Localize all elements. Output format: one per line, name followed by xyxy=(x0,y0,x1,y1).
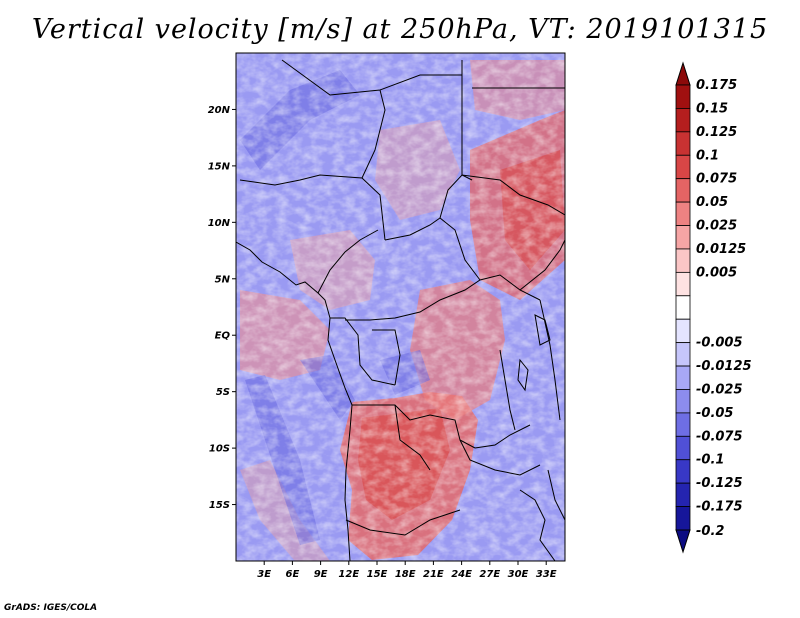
colorbar-swatch xyxy=(675,459,691,484)
colorbar-swatch xyxy=(675,435,691,461)
colorbar-swatch xyxy=(675,248,691,273)
border-line xyxy=(519,489,556,561)
border-line xyxy=(361,177,386,241)
colorbar-swatch xyxy=(675,318,691,344)
colorbar-label: -0.05 xyxy=(696,406,733,421)
footer-credit: GrADS: IGES/COLA xyxy=(4,603,98,613)
lat-tick-label: 5N xyxy=(215,274,231,285)
colorbar-swatch xyxy=(675,295,691,320)
border-line xyxy=(236,241,353,561)
border-line xyxy=(345,274,541,321)
border-line xyxy=(459,439,541,476)
colorbar-swatch xyxy=(675,178,691,203)
colorbar-swatch xyxy=(675,365,691,390)
colorbar-label: 0.0125 xyxy=(696,242,746,257)
border-line xyxy=(461,60,473,181)
colorbar-label: 0.175 xyxy=(696,78,737,93)
border-line xyxy=(345,509,461,536)
map-frame xyxy=(235,52,566,562)
border-line xyxy=(317,229,379,294)
colorbar-swatch xyxy=(675,201,691,226)
colorbar-swatch xyxy=(675,389,691,414)
colorbar-swatch xyxy=(675,342,691,367)
colorbar-label: 0.075 xyxy=(696,172,737,187)
lon-tick-label: 33E xyxy=(536,569,557,580)
lat-tick-label: 5S xyxy=(216,387,230,398)
colorbar-label: -0.2 xyxy=(696,524,724,539)
lon-tick-label: 6E xyxy=(286,569,300,580)
colorbar-swatch xyxy=(675,506,691,531)
border-line xyxy=(394,404,431,471)
colorbar-swatch xyxy=(675,225,691,250)
colorbar-label: 0.125 xyxy=(696,125,737,140)
lon-tick-label: 30E xyxy=(508,569,529,580)
small-scale-texture xyxy=(236,53,565,561)
latitude-axis: 20N 15N 10N 5N EQ 5S 10S 15S xyxy=(208,105,236,511)
border-line xyxy=(474,424,531,449)
colorbar-bottom-arrow xyxy=(675,529,691,554)
border-line xyxy=(517,358,529,392)
colorbar-swatch xyxy=(675,131,691,156)
map-panel xyxy=(236,53,565,561)
colorbar-label: -0.1 xyxy=(696,453,724,468)
border-line xyxy=(239,174,363,186)
colorbar-label: 0.025 xyxy=(696,219,737,234)
colorbar-label: -0.175 xyxy=(696,500,743,515)
colorbar-swatch xyxy=(675,84,691,109)
colorbar-swatch xyxy=(675,412,691,437)
lon-tick-label: 24E xyxy=(451,569,472,580)
lon-tick-label: 12E xyxy=(338,569,359,580)
colorbar: 0.175 0.15 0.125 0.1 0.075 0.05 0.025 0.0125 0.0… xyxy=(675,61,752,554)
colorbar-label: -0.005 xyxy=(696,336,743,351)
lon-tick-label: 15E xyxy=(367,569,388,580)
lon-tick-label: 18E xyxy=(395,569,416,580)
lon-tick-label: 3E xyxy=(257,569,271,580)
lon-tick-label: 21E xyxy=(423,569,444,580)
country-borders xyxy=(236,59,565,561)
lat-tick-label: 10S xyxy=(209,444,230,455)
lat-tick-label: 20N xyxy=(208,105,231,116)
lon-tick-label: 9E xyxy=(314,569,328,580)
colorbar-label: 0.15 xyxy=(696,101,728,116)
border-line xyxy=(519,239,565,291)
colorbar-label: 0.1 xyxy=(696,148,719,163)
colorbar-swatch xyxy=(675,108,691,133)
lat-tick-label: 15N xyxy=(208,161,231,172)
colorbar-label: -0.025 xyxy=(696,382,743,397)
colorbar-swatch xyxy=(675,271,691,297)
lon-tick-label: 27E xyxy=(479,569,500,580)
plot-title: Vertical velocity [m/s] at 250hPa, VT: 2… xyxy=(31,14,769,45)
longitude-axis: 3E 6E 9E 12E 15E 18E 21E 24E 27E 30E 33E xyxy=(257,561,557,580)
lat-tick-label: EQ xyxy=(215,331,231,342)
lat-tick-label: 15S xyxy=(209,500,230,511)
colorbar-label: 0.005 xyxy=(696,265,737,280)
colorbar-top-arrow xyxy=(675,61,691,86)
border-line xyxy=(361,89,386,179)
border-line xyxy=(534,314,551,346)
lat-tick-label: 10N xyxy=(208,218,231,229)
colorbar-label: -0.125 xyxy=(696,476,743,491)
colorbar-swatch xyxy=(675,154,691,180)
border-line xyxy=(330,317,396,386)
border-line xyxy=(547,469,565,521)
border-line xyxy=(439,174,565,219)
colorbar-label: 0.05 xyxy=(696,195,728,210)
border-line xyxy=(499,349,516,431)
colorbar-label: -0.0125 xyxy=(696,359,752,374)
colorbar-swatch xyxy=(675,482,691,507)
colorbar-label: -0.075 xyxy=(696,429,743,444)
border-line xyxy=(372,329,401,386)
border-line xyxy=(539,299,561,421)
